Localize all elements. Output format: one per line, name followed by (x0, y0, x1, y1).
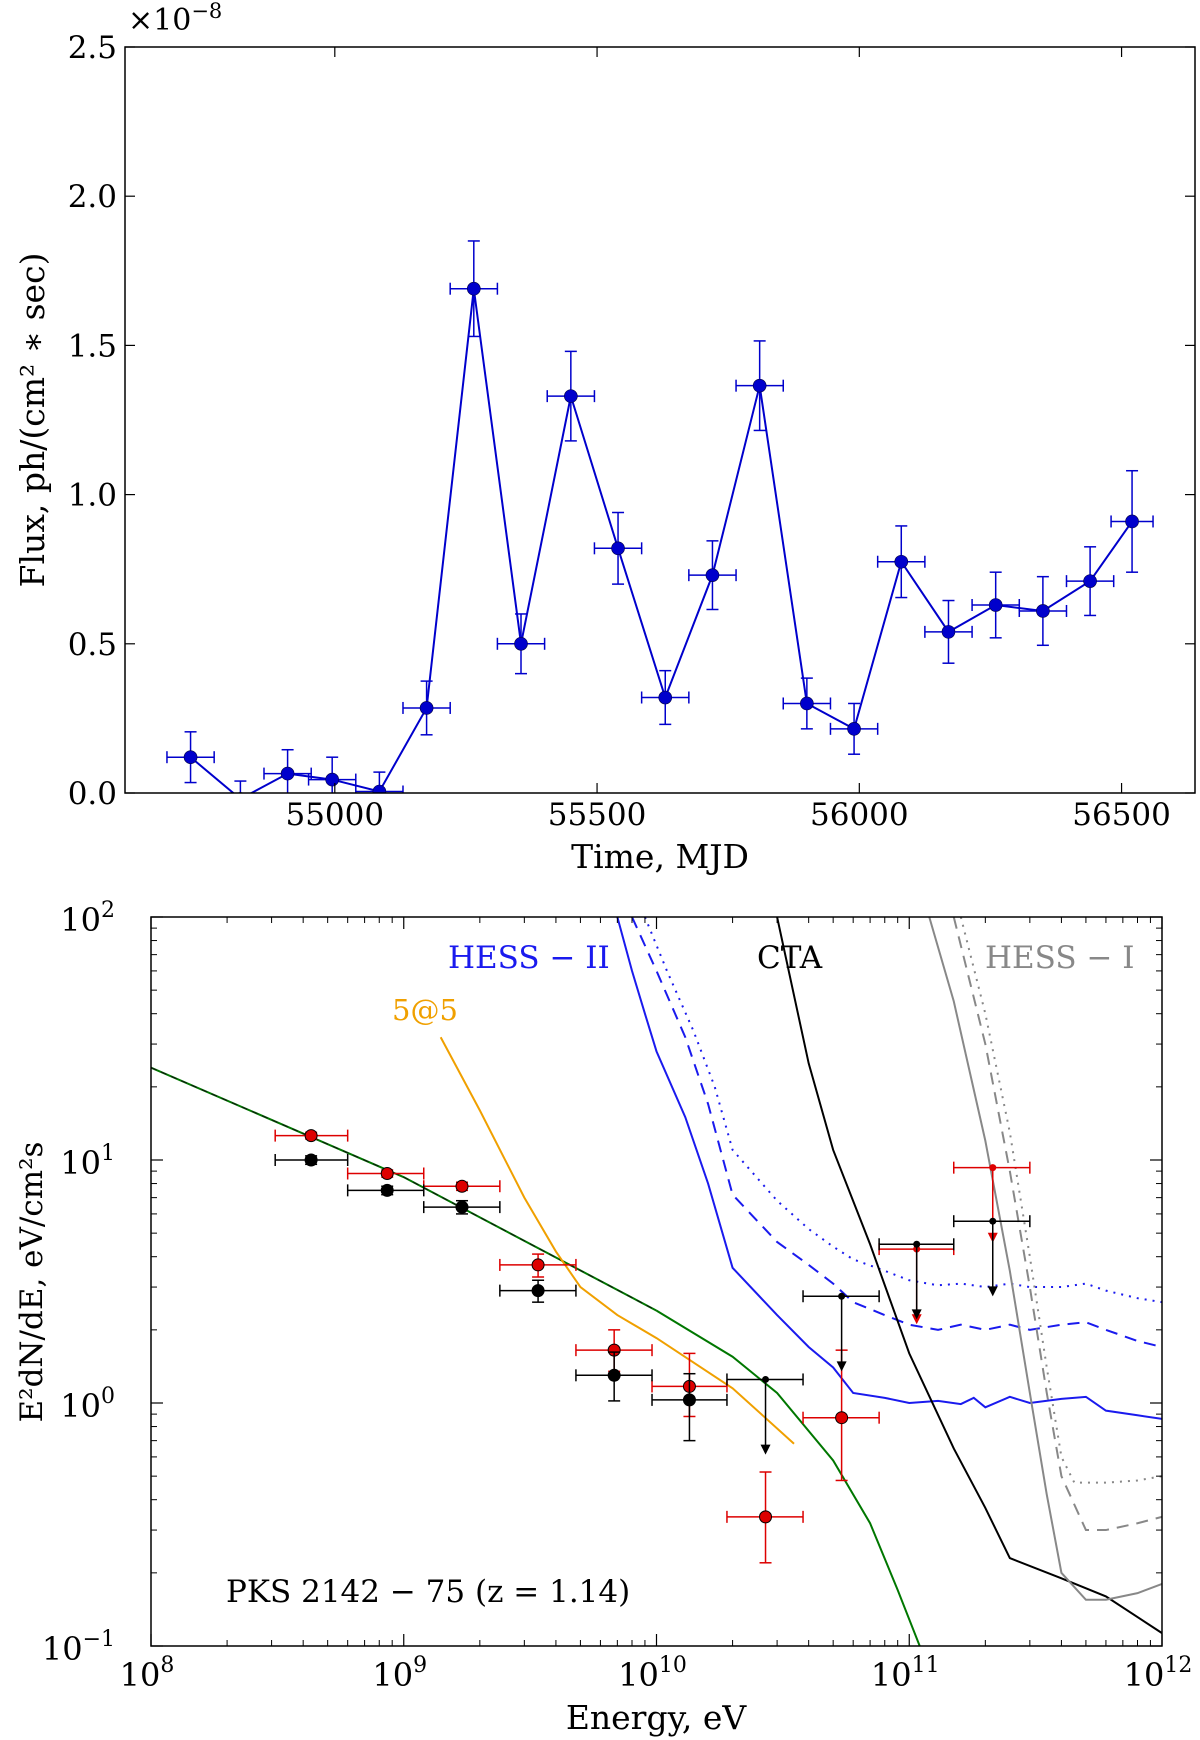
label-cta: CTA (757, 940, 823, 976)
flux-point (1125, 514, 1139, 529)
flux-point (752, 378, 767, 393)
x-tick-label: 55000 (285, 797, 384, 833)
flux-point (800, 696, 814, 711)
x-tick-label: 1011 (871, 1653, 940, 1694)
y-tick-label: 2.5 (68, 30, 117, 66)
flux-point (894, 554, 909, 569)
flux-point (658, 690, 673, 705)
flux-point (514, 636, 528, 651)
red-point (835, 1411, 849, 1425)
sed-frame (150, 916, 1163, 1647)
black-point (607, 1368, 621, 1382)
flux-point (1036, 604, 1050, 618)
hess-i-sensitivity-solid (928, 917, 1162, 1601)
flux-point (280, 766, 295, 781)
black-point (304, 1153, 318, 1167)
y-tick-label: 100 (60, 1384, 115, 1425)
hess-ii-sensitivity-dotted (644, 917, 1162, 1304)
x-axis-label-energy: Energy, eV (566, 1698, 748, 1737)
y-tick-label: 2.0 (68, 179, 117, 215)
hess-i-sensitivity-dotted (959, 917, 1162, 1484)
y-tick-label: 1.0 (68, 478, 117, 514)
flux-point (466, 281, 481, 296)
black-upper-limit-point (762, 1375, 770, 1383)
flux-point (237, 792, 244, 793)
flux-point (611, 541, 625, 556)
flux-point (564, 389, 578, 403)
black-upper-limit-arrow (836, 1361, 847, 1372)
black-upper-limit-point (989, 1217, 997, 1225)
y-multiplier: ×10−8 (128, 0, 222, 38)
flux-point (419, 701, 434, 715)
x-tick-label: 108 (120, 1653, 175, 1694)
black-upper-limit-arrow (760, 1444, 771, 1455)
x-tick-label: 56500 (1072, 797, 1171, 833)
lightcurve-panel: 0.0 0.5 1.0 1.5 2.0 2.5 55000 55500 56000 56500 ×… (13, 0, 1196, 876)
red-point (455, 1179, 469, 1193)
flux-point (1083, 574, 1097, 588)
y-tick-label: 10−1 (42, 1627, 115, 1668)
black-upper-limit-arrow (987, 1286, 998, 1297)
y-axis-label-sed: E²dN/dE, eV/cm²s (14, 1142, 50, 1423)
black-point (380, 1183, 394, 1197)
y-tick-label: 101 (60, 1141, 115, 1182)
hess-ii-sensitivity-solid (616, 917, 1162, 1420)
y-tick-label: 1.5 (68, 328, 117, 364)
x-tick-label: 55500 (548, 797, 647, 833)
y-tick-label: 0.0 (68, 776, 117, 812)
x-axis-label-time: Time, MJD (571, 837, 749, 876)
y-axis-label-flux: Flux, ph/(cm² ∗ sec) (13, 253, 52, 588)
model-powerlaw-line (151, 1066, 657, 1312)
x-tick-label: 1012 (1124, 1653, 1193, 1694)
5at5-sensitivity-line (439, 1036, 795, 1445)
black-upper-limit-point (913, 1240, 921, 1248)
black-point (531, 1284, 545, 1298)
flux-point (325, 772, 339, 787)
y-tick-label: 102 (60, 898, 115, 939)
label-hess-ii: HESS − II (448, 940, 610, 976)
flux-line (189, 288, 1133, 793)
source-label: PKS 2142 − 75 (z = 1.14) (226, 1574, 630, 1610)
x-tick-label: 1010 (618, 1653, 687, 1694)
red-point (380, 1166, 394, 1180)
flux-point (847, 722, 861, 736)
flux-point (941, 625, 956, 639)
red-upper-limit-point (989, 1164, 997, 1172)
x-tick-label: 109 (372, 1653, 427, 1694)
hess-ii-sensitivity-dashed (631, 917, 1162, 1348)
y-tick-label: 0.5 (68, 627, 117, 663)
model-powerlaw-dashed-overlay (151, 1067, 657, 1312)
x-tick-label: 56000 (810, 797, 909, 833)
label-5at5: 5@5 (392, 993, 458, 1027)
flux-point (372, 784, 387, 793)
black-point (455, 1200, 469, 1214)
label-hess-i: HESS − I (985, 940, 1135, 976)
red-point (759, 1510, 773, 1524)
black-point (682, 1393, 696, 1407)
flux-point (705, 568, 720, 582)
red-point (304, 1129, 318, 1143)
black-upper-limit-arrow (911, 1309, 922, 1320)
flux-point (988, 598, 1003, 612)
red-point (531, 1258, 545, 1272)
sed-panel: 108 109 1010 1011 1012 10−1 100 101 102 HESS − I… (14, 898, 1192, 1737)
model-cutoff-line (655, 1309, 921, 1646)
hess-i-sensitivity-dashed (952, 917, 1162, 1532)
lightcurve-frame (124, 46, 1196, 794)
flux-point (183, 750, 198, 764)
cta-sensitivity-line (776, 917, 1162, 1634)
black-upper-limit-point (838, 1292, 846, 1300)
